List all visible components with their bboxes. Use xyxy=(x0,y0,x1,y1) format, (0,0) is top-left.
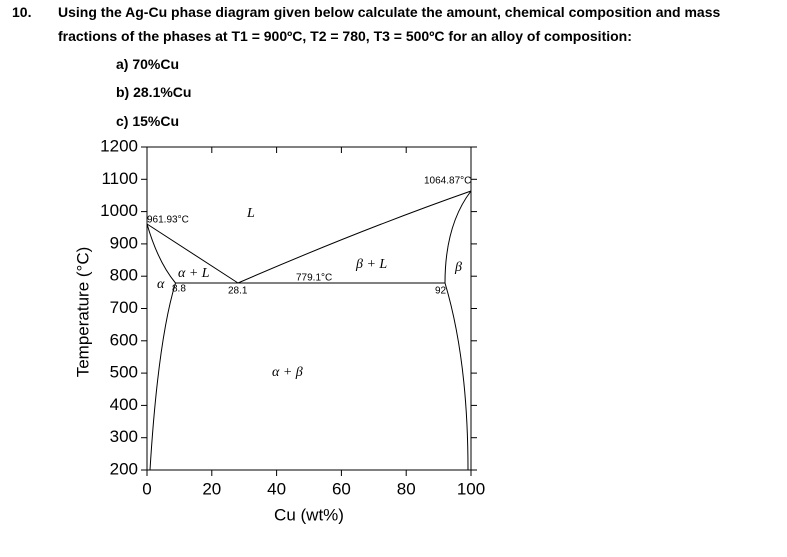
x-axis-label: Cu (wt%) xyxy=(274,505,344,524)
solvus xyxy=(444,282,469,471)
item: c) 15%Cu xyxy=(116,113,180,129)
annotation: L xyxy=(246,206,255,221)
x-tick-label: 100 xyxy=(457,479,485,498)
solidus xyxy=(444,190,472,284)
annotation: α + β xyxy=(272,365,303,380)
annotation: 28.1 xyxy=(228,286,248,297)
y-tick-label: 200 xyxy=(110,459,138,478)
y-tick-label: 800 xyxy=(110,266,138,285)
annotation: 779.1°C xyxy=(296,273,332,284)
annotation: α + L xyxy=(178,266,210,281)
question-number: 10. xyxy=(12,4,32,20)
phase-boundaries xyxy=(146,190,472,471)
y-tick-label: 600 xyxy=(110,330,138,349)
annotation: α xyxy=(157,277,165,292)
x-tick-label: 20 xyxy=(202,479,221,498)
x-tick-label: 0 xyxy=(142,479,151,498)
question-line: fractions of the phases at T1 = 900ºC, T… xyxy=(58,28,632,44)
y-tick-label: 1200 xyxy=(100,136,138,155)
y-tick-label: 500 xyxy=(110,363,138,382)
annotation: 1064.87°C xyxy=(424,176,471,187)
liquidus xyxy=(146,223,239,284)
annotation: β xyxy=(454,260,462,275)
annotation: 8.8 xyxy=(172,284,186,295)
annotation: 961.93°C xyxy=(147,215,189,226)
solvus xyxy=(149,282,176,471)
y-tick-label: 300 xyxy=(110,427,138,446)
liquidus xyxy=(237,190,472,284)
y-tick-label: 400 xyxy=(110,395,138,414)
item: a) 70%Cu xyxy=(116,56,180,72)
x-tick-label: 60 xyxy=(332,479,351,498)
item: b) 28.1%Cu xyxy=(116,84,192,100)
annotation: β + L xyxy=(355,257,387,272)
question-line: Using the Ag-Cu phase diagram given belo… xyxy=(58,4,721,20)
plot-frame xyxy=(146,146,472,471)
y-tick-label: 900 xyxy=(110,233,138,252)
annotation: 92 xyxy=(435,286,447,297)
x-tick-label: 40 xyxy=(267,479,286,498)
y-axis-label: Temperature (°C) xyxy=(73,247,92,378)
y-tick-label: 1100 xyxy=(101,169,138,188)
x-tick-label: 80 xyxy=(397,479,416,498)
y-tick-label: 1000 xyxy=(100,201,138,220)
solidus xyxy=(146,223,176,284)
y-tick-label: 700 xyxy=(110,298,138,317)
